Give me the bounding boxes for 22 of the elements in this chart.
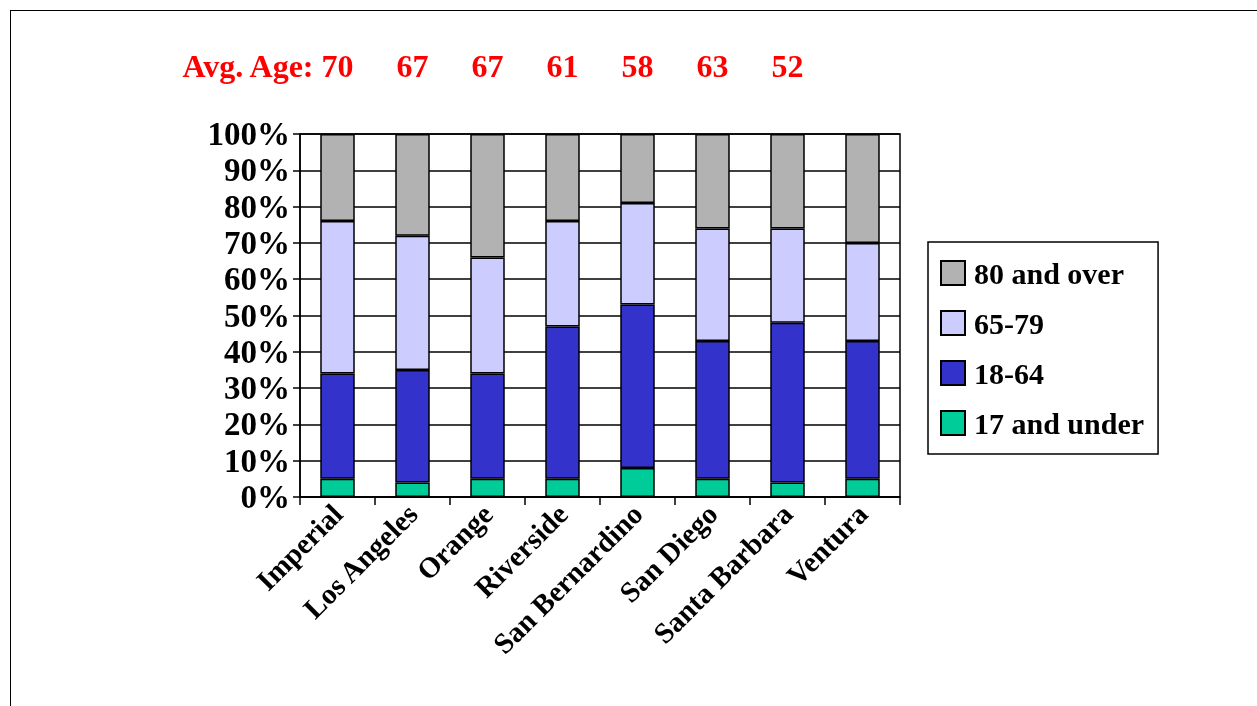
y-tick-label: 80% bbox=[224, 188, 290, 225]
legend-label: 65-79 bbox=[974, 306, 1044, 340]
y-tick-label: 90% bbox=[224, 152, 290, 189]
text: 61 bbox=[546, 48, 579, 84]
y-tick-label: 30% bbox=[224, 370, 290, 407]
y-tick-label: 40% bbox=[224, 333, 290, 370]
y-tick-label: 50% bbox=[224, 297, 290, 334]
y-tick-label: 10% bbox=[224, 442, 290, 479]
text: Avg. Age: bbox=[182, 48, 314, 84]
text: 63 bbox=[696, 48, 729, 84]
text: 70 bbox=[321, 48, 354, 84]
legend-label: 17 and under bbox=[974, 406, 1145, 440]
legend-label: 18-64 bbox=[974, 356, 1044, 390]
y-tick-label: 60% bbox=[224, 261, 290, 298]
text: 52 bbox=[771, 48, 804, 84]
y-tick-label: 100% bbox=[207, 116, 290, 152]
text: 67 bbox=[396, 48, 429, 84]
y-tick-label: 20% bbox=[224, 406, 290, 443]
text: 58 bbox=[621, 48, 654, 84]
legend-label: 80 and over bbox=[974, 256, 1124, 290]
y-tick-label: 70% bbox=[224, 224, 290, 261]
text: 67 bbox=[471, 48, 504, 84]
